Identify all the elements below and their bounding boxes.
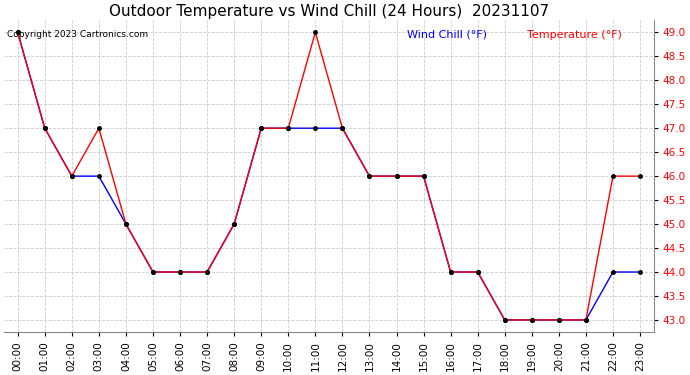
Text: Wind Chill (°F): Wind Chill (°F): [407, 30, 486, 40]
Text: Copyright 2023 Cartronics.com: Copyright 2023 Cartronics.com: [8, 30, 148, 39]
Text: Temperature (°F): Temperature (°F): [527, 30, 622, 40]
Title: Outdoor Temperature vs Wind Chill (24 Hours)  20231107: Outdoor Temperature vs Wind Chill (24 Ho…: [109, 4, 549, 19]
